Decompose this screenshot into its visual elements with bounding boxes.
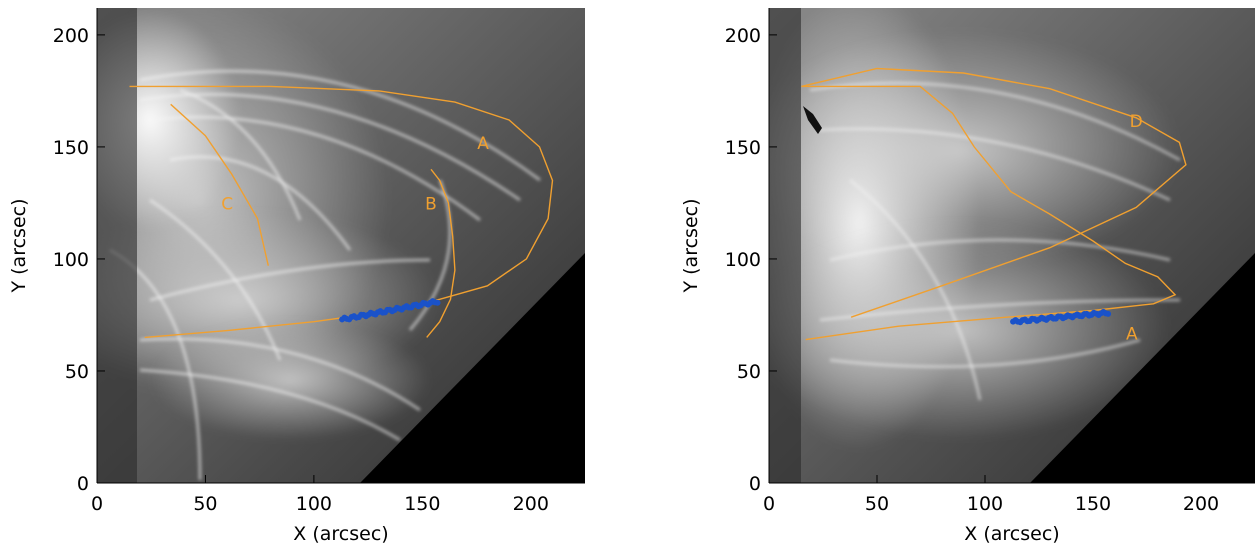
x-tick-label: 200 — [513, 493, 549, 515]
loop-c-label: C — [221, 195, 233, 215]
x-tick-label: 0 — [763, 493, 775, 515]
loop-a-line — [801, 85, 1177, 341]
panel-1-axes: 0 50 100 150 200 0 50 100 150 200 X (arcsec) Y (arc… — [8, 8, 585, 545]
loop-d-label: D — [1130, 112, 1143, 132]
trace-point — [434, 299, 441, 306]
left-panel-image — [97, 8, 585, 483]
y-tick-label: 100 — [53, 249, 89, 271]
loop-a-label: A — [1126, 325, 1138, 345]
x-axis-title: X (arcsec) — [293, 523, 388, 545]
loop-b-line — [426, 168, 456, 338]
dark-artifact-icon — [803, 106, 822, 134]
x-tick-label: 150 — [1075, 493, 1111, 515]
y-tick-label: 50 — [737, 361, 761, 383]
y-tick-label: 150 — [53, 137, 89, 159]
x-tick-label: 0 — [91, 493, 103, 515]
y-tick-label: 200 — [725, 25, 761, 47]
x-tick-label: 200 — [1183, 493, 1219, 515]
panel-2-axes: 0 50 100 150 200 0 50 100 150 200 X (arcsec) Y (arc… — [680, 8, 1255, 545]
loop-b-label: B — [425, 195, 437, 215]
y-tick-label: 150 — [725, 137, 761, 159]
y-tick-label: 0 — [77, 473, 89, 495]
x-tick-label: 50 — [193, 493, 217, 515]
loop-a-label: A — [477, 134, 489, 154]
y-tick-label: 200 — [53, 25, 89, 47]
trace-point — [1105, 310, 1112, 317]
y-tick-label: 0 — [749, 473, 761, 495]
y-axis-title: Y (arcsec) — [680, 199, 702, 294]
loop-d-line — [801, 67, 1187, 318]
loop-c-line — [170, 103, 269, 266]
x-tick-label: 150 — [404, 493, 440, 515]
y-tick-label: 50 — [65, 361, 89, 383]
x-tick-label: 50 — [865, 493, 889, 515]
panel-1-overlays: A B C — [129, 85, 554, 339]
right-panel-image — [769, 8, 1255, 483]
x-axis-title: X (arcsec) — [964, 523, 1059, 545]
panel-2-overlays: AD — [801, 67, 1187, 345]
x-tick-label: 100 — [296, 493, 332, 515]
y-axis-title: Y (arcsec) — [8, 199, 30, 294]
x-tick-label: 100 — [967, 493, 1003, 515]
y-tick-label: 100 — [725, 249, 761, 271]
